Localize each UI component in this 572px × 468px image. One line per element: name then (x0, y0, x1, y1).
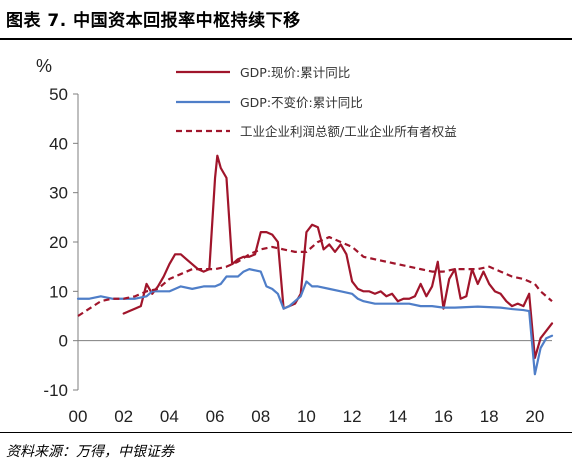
x-tick-label: 04 (160, 407, 179, 426)
y-tick-label: 50 (49, 85, 68, 104)
x-tick-label: 00 (69, 407, 88, 426)
chart-legend: GDP:现价:累计同比 GDP:不变价:累计同比工业企业利润总额/工业企业所有者权… (176, 65, 457, 139)
legend-label-3: 工业企业利润总额/工业企业所有者权益 (240, 124, 457, 139)
y-tick-label: 20 (49, 233, 68, 252)
y-tick-label: 10 (49, 282, 68, 301)
legend-label-1: GDP:现价:累计同比 (240, 65, 350, 80)
x-tick-label: 18 (480, 407, 499, 426)
y-tick-label: 40 (49, 134, 68, 153)
x-tick-label: 08 (251, 407, 270, 426)
y-tick-label: 0 (59, 332, 68, 351)
source-rule (0, 432, 572, 433)
title-rule (0, 38, 572, 40)
y-unit-label: % (36, 56, 52, 76)
series-line-2 (76, 268, 554, 376)
series-layer (76, 154, 554, 376)
x-tick-label: 20 (525, 407, 544, 426)
x-tick-label: 16 (434, 407, 453, 426)
x-tick-label: 10 (297, 407, 316, 426)
series-line-1 (122, 154, 554, 360)
legend-label-2: GDP:不变价:累计同比 (240, 95, 363, 110)
y-tick-label: 30 (49, 184, 68, 203)
line-chart: % -10 0 10 20 30 40 50 00 02 04 06 08 10 12 14 16 18 20 GD… (36, 56, 554, 426)
x-tick-label: 14 (388, 407, 407, 426)
x-tick-label: 02 (114, 407, 133, 426)
x-tick-label: 12 (343, 407, 362, 426)
x-tick-label: 06 (206, 407, 225, 426)
chart-axes: % -10 0 10 20 30 40 50 00 02 04 06 08 10 12 14 16 18 20 (36, 56, 552, 426)
y-tick-label: -10 (43, 381, 68, 400)
figure-title: 图表 7. 中国资本回报率中枢持续下移 (6, 11, 301, 31)
source-note: 资料来源：万得，中银证券 (6, 444, 174, 460)
